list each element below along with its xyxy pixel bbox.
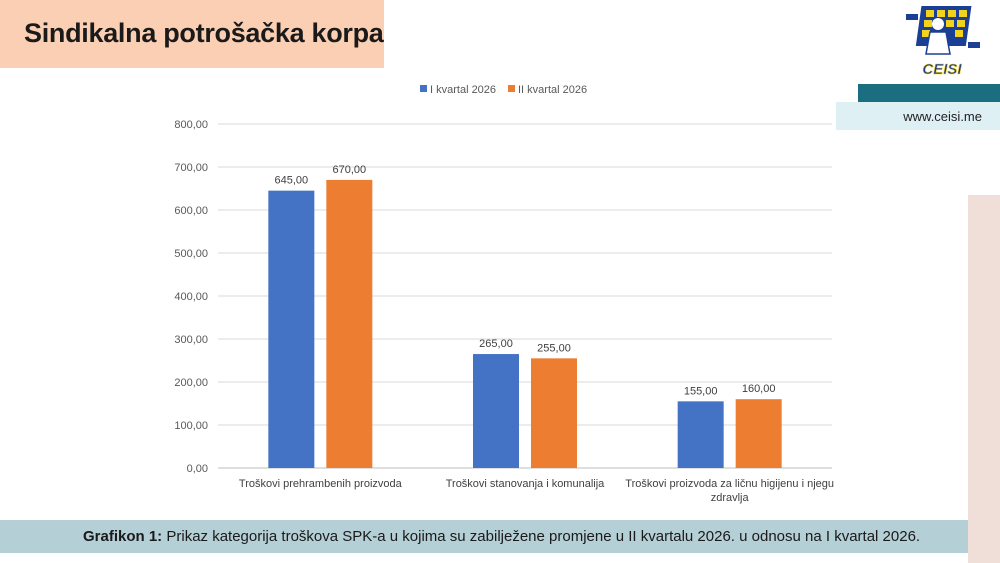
- bar-chart: 0,00 100,00 200,00 300,00 400,00 500,00 600,00…: [174, 84, 834, 504]
- data-label: 155,00: [684, 385, 718, 397]
- y-tick-label: 300,00: [174, 334, 208, 346]
- url-box: www.ceisi.me: [836, 102, 1000, 130]
- bar: [326, 179, 373, 468]
- y-tick-label: 200,00: [174, 377, 208, 389]
- bar: [677, 401, 724, 468]
- legend-label: I kvartal 2026: [430, 84, 496, 96]
- bar: [531, 358, 577, 468]
- caption-bar: Grafikon 1: Prikaz kategorija troškova S…: [0, 520, 968, 553]
- data-label: 265,00: [479, 338, 513, 350]
- logo-text: CEISI: [922, 61, 962, 78]
- y-tick-label: 400,00: [174, 291, 208, 303]
- data-label: 645,00: [275, 175, 309, 187]
- title-banner: Sindikalna potrošačka korpa: [0, 0, 384, 68]
- x-tick-label: Troškovi proizvoda za ličnu higijenu i n…: [625, 478, 834, 490]
- y-tick-label: 600,00: [174, 205, 208, 217]
- x-tick-label: zdravlja: [711, 492, 750, 504]
- data-label: 160,00: [742, 383, 776, 395]
- y-tick-label: 0,00: [187, 463, 208, 475]
- caption-text: Prikaz kategorija troškova SPK-a u kojim…: [162, 528, 921, 545]
- bar: [735, 399, 782, 468]
- data-label: 670,00: [333, 164, 367, 176]
- website-link[interactable]: www.ceisi.me: [903, 109, 982, 124]
- y-tick-label: 500,00: [174, 248, 208, 260]
- bar: [268, 190, 315, 468]
- page-title: Sindikalna potrošačka korpa: [24, 18, 384, 48]
- logo-grid-icon: [906, 6, 980, 55]
- bar: [473, 354, 519, 468]
- chart-caption: Grafikon 1: Prikaz kategorija troškova S…: [83, 528, 920, 545]
- x-tick-label: Troškovi prehrambenih proizvoda: [239, 478, 403, 490]
- accent-bar: [858, 84, 1000, 102]
- y-tick-label: 700,00: [174, 162, 208, 174]
- legend-swatch: [508, 85, 515, 92]
- x-tick-label: Troškovi stanovanja i komunalija: [446, 478, 605, 490]
- data-label: 255,00: [537, 342, 571, 354]
- y-tick-label: 800,00: [174, 119, 208, 131]
- caption-label: Grafikon 1:: [83, 528, 163, 545]
- legend-label: II kvartal 2026: [518, 84, 587, 96]
- ceisi-logo: CEISI: [906, 6, 980, 78]
- side-strip: [968, 195, 1000, 563]
- y-tick-label: 100,00: [174, 420, 208, 432]
- legend-swatch: [420, 85, 427, 92]
